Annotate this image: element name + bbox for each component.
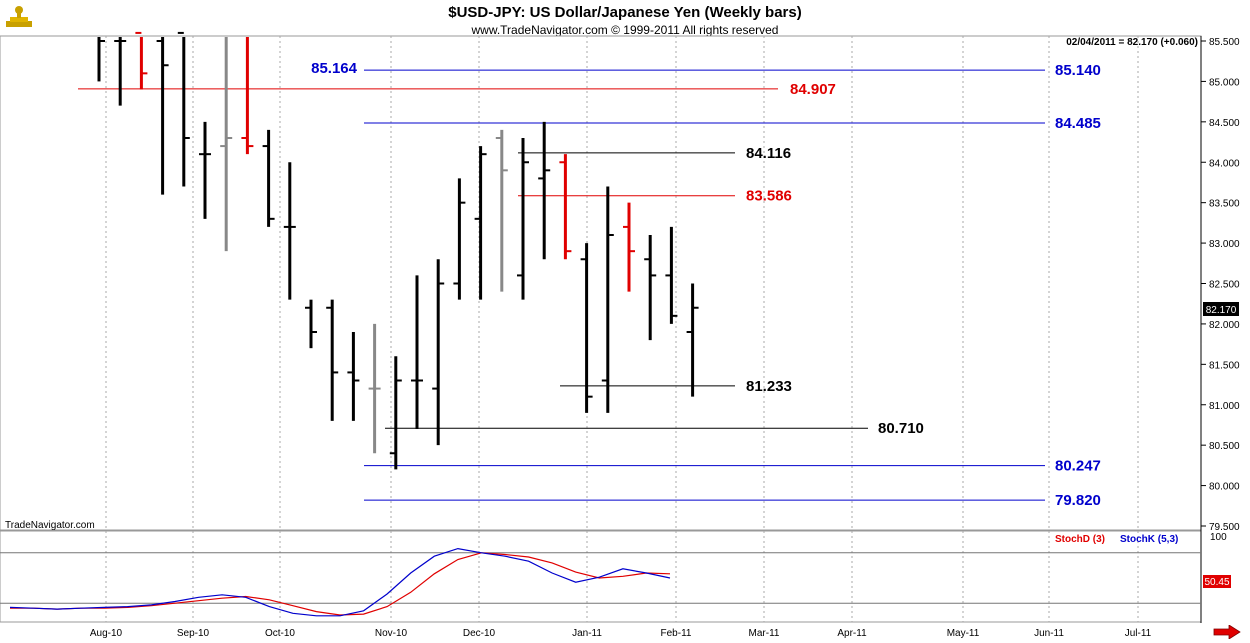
price-tick-label: 79.500 [1209, 522, 1240, 533]
ohlc-bar [305, 299, 317, 349]
chart-title: $USD-JPY: US Dollar/Japanese Yen (Weekly… [448, 4, 801, 21]
level-label: 85.164 [311, 60, 358, 77]
chart-subtitle: www.TradeNavigator.com © 1999-2011 All r… [471, 23, 779, 37]
ohlc-bar [368, 323, 381, 454]
ohlc-bar [559, 154, 572, 260]
price-tick-label: 80.500 [1209, 441, 1240, 452]
price-tick-label: 81.000 [1209, 401, 1240, 412]
ohlc-bar [97, 37, 105, 82]
trader-figure-icon [6, 6, 32, 27]
month-label: Oct-10 [265, 628, 295, 639]
ohlc-bar [199, 121, 211, 219]
ohlc-bar [623, 202, 635, 292]
stochastic-panel [0, 547, 1201, 617]
stoch-k-line [9, 547, 671, 617]
level-label: 79.820 [1055, 492, 1101, 509]
month-label: Mar-11 [749, 628, 780, 639]
month-label: Jan-11 [572, 628, 602, 639]
month-label: Sep-10 [177, 628, 210, 639]
support-resistance-levels: 85.164 85.140 84.907 84.485 84.116 83.586 81.2… [78, 60, 1101, 509]
ohlc-bar [262, 129, 275, 227]
ohlc-bar [538, 121, 551, 260]
month-label: Dec-10 [463, 628, 496, 639]
price-tick-label: 81.500 [1209, 360, 1240, 371]
red-arrow-right-icon[interactable] [1213, 625, 1241, 639]
level-label: 83.586 [746, 188, 792, 205]
level-label: 84.116 [746, 145, 791, 162]
month-label: Aug-10 [90, 628, 123, 639]
level-label: 81.233 [746, 378, 792, 395]
price-tick-label: 82.000 [1209, 320, 1240, 331]
ohlc-bar [114, 37, 127, 106]
stoch-top-label: 100 [1210, 532, 1227, 543]
ohlc-bar [665, 226, 678, 324]
level-label: 84.907 [790, 81, 836, 98]
price-tick-label: 82.500 [1209, 280, 1240, 291]
stoch-d-legend: StochD (3) [1055, 534, 1105, 545]
ohlc-bar [241, 37, 254, 155]
ohlc-bar [517, 138, 529, 300]
time-axis-labels: Aug-10 Sep-10 Oct-10 Nov-10 Dec-10 Jan-11 Feb-… [90, 628, 1152, 639]
ohlc-bar [601, 186, 614, 413]
level-label: 80.710 [878, 420, 924, 437]
last-quote: 02/04/2011 = 82.170 (+0.060) [1066, 37, 1198, 48]
ohlc-bar [156, 37, 169, 195]
ohlc-bar [411, 275, 423, 429]
ohlc-bar [686, 283, 699, 397]
price-tick-label: 85.000 [1209, 77, 1240, 88]
ohlc-bar [220, 37, 233, 252]
month-label: Nov-10 [375, 628, 408, 639]
ohlc-bar [283, 162, 296, 300]
month-label: May-11 [947, 628, 980, 639]
ohlc-bar [135, 31, 148, 90]
price-axis-ticks: 85.500 85.000 84.500 84.000 83.500 83.000 82.5… [1201, 37, 1240, 533]
ohlc-bars [97, 31, 699, 470]
month-label: Jun-11 [1034, 628, 1064, 639]
current-price-tag-bg [1203, 302, 1239, 316]
price-tick-label: 85.500 [1209, 37, 1240, 48]
ohlc-bar [580, 243, 593, 413]
ohlc-bar [389, 356, 402, 470]
price-tick-label: 83.500 [1209, 199, 1240, 210]
month-gridlines [105, 36, 1139, 622]
level-label: 84.485 [1055, 115, 1101, 132]
ohlc-bar [177, 31, 190, 187]
stoch-d-line [10, 552, 671, 616]
ohlc-bar [495, 129, 508, 292]
ohlc-bar [644, 235, 657, 341]
ohlc-bar [432, 259, 445, 446]
price-tick-label: 84.500 [1209, 118, 1240, 129]
watermark: TradeNavigator.com [5, 520, 95, 531]
month-label: Apr-11 [837, 628, 867, 639]
stoch-value-tag-bg [1203, 575, 1231, 588]
current-price-tag: 82.170 [1206, 305, 1237, 316]
stoch-k-legend: StochK (5,3) [1120, 534, 1178, 545]
price-tick-label: 80.000 [1209, 482, 1240, 493]
ohlc-bar [474, 146, 487, 300]
level-label: 85.140 [1055, 62, 1101, 79]
stoch-value-tag: 50.45 [1204, 577, 1229, 588]
level-label: 80.247 [1055, 458, 1101, 475]
price-tick-label: 83.000 [1209, 239, 1240, 250]
month-label: Feb-11 [661, 628, 692, 639]
ohlc-bar [453, 178, 466, 300]
price-tick-label: 84.000 [1209, 158, 1240, 169]
price-panel-frame [0, 35, 1202, 531]
ohlc-bar [347, 332, 360, 421]
ohlc-bar [326, 299, 339, 421]
month-label: Jul-11 [1125, 628, 1152, 639]
